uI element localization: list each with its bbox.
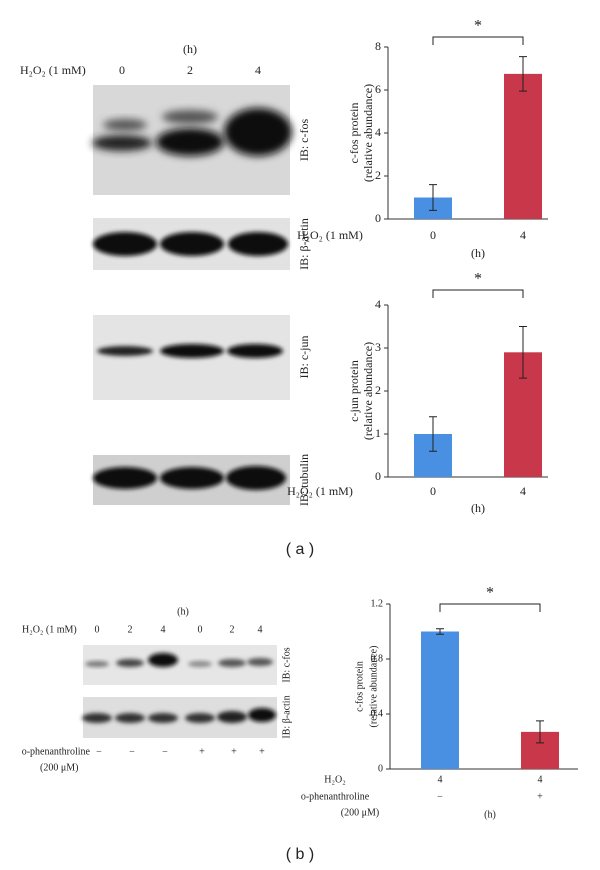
error-bar bbox=[429, 416, 437, 452]
inhibitor-sign: + bbox=[259, 746, 265, 757]
blot-label: IB: β-actin bbox=[297, 218, 311, 270]
inhibitor-sign: − bbox=[129, 746, 135, 757]
blot-b-cfos bbox=[83, 645, 277, 685]
y-tick-label: 2 bbox=[375, 168, 381, 182]
treatment-label: H₂O₂ (1 mM) bbox=[22, 624, 77, 635]
panel-label: ( b ) bbox=[286, 846, 314, 863]
y-tick-label: 0 bbox=[375, 211, 381, 225]
inhibitor-sign: + bbox=[231, 746, 237, 757]
error-bar bbox=[519, 56, 527, 92]
x-tick-label: 0 bbox=[430, 484, 436, 498]
y-tick-label: 3 bbox=[375, 340, 381, 354]
inhibitor-sign: − bbox=[96, 746, 102, 757]
x-row-label: H₂O₂ (1 mM) bbox=[287, 484, 353, 498]
lane-label: 2 bbox=[187, 63, 193, 77]
error-bar bbox=[436, 628, 444, 635]
significance: * bbox=[486, 585, 494, 602]
significance-bracket bbox=[432, 36, 524, 45]
lane-label: 0 bbox=[95, 624, 100, 635]
inhibitor-dose: (200 μM) bbox=[40, 762, 78, 773]
blot-label: IB: tubulin bbox=[297, 454, 311, 506]
error-bar bbox=[519, 326, 527, 379]
y-axis-title: (relative abundance) bbox=[361, 342, 375, 440]
x-unit: (h) bbox=[484, 809, 496, 820]
lane-label: 4 bbox=[255, 63, 261, 77]
y-tick-label: 1 bbox=[375, 426, 381, 440]
lane-label: 0 bbox=[119, 63, 125, 77]
y-axis-title: c-jun protein bbox=[347, 360, 361, 422]
bar bbox=[421, 631, 459, 769]
x-tick-label: 0 bbox=[430, 228, 436, 242]
y-axis-title: (relative abundance) bbox=[368, 646, 379, 728]
y-tick-label: 0 bbox=[375, 469, 381, 483]
y-tick-label: 0 bbox=[378, 763, 383, 774]
x-row-label: H₂O₂ (1 mM) bbox=[297, 228, 363, 242]
inhibitor-label: o-phenanthroline bbox=[22, 746, 91, 757]
panel-label: ( a ) bbox=[286, 541, 314, 558]
x-row-label: o-phenanthroline bbox=[301, 791, 370, 802]
x-row-note: (200 μM) bbox=[341, 807, 379, 818]
blot-tubulin bbox=[93, 455, 290, 505]
x-tick-label: − bbox=[437, 791, 443, 802]
time-unit: (h) bbox=[177, 606, 189, 617]
significance-bracket bbox=[432, 289, 524, 298]
blot-label: IB: c-jun bbox=[297, 336, 311, 379]
y-axis-title: (relative abundance) bbox=[361, 84, 375, 182]
blot-actin bbox=[93, 218, 290, 270]
blot-label: IB: β-actin bbox=[281, 695, 292, 738]
inhibitor-sign: + bbox=[199, 746, 205, 757]
lane-label: 2 bbox=[128, 624, 133, 635]
blot-label: IB: c-fos bbox=[281, 647, 292, 682]
lane-label: 2 bbox=[230, 624, 235, 635]
y-tick-label: 4 bbox=[375, 297, 381, 311]
x-tick-label: 4 bbox=[538, 774, 543, 785]
x-tick-label: 4 bbox=[520, 228, 526, 242]
error-bar bbox=[429, 184, 437, 211]
y-tick-label: 2 bbox=[375, 383, 381, 397]
y-tick-label: 4 bbox=[375, 125, 381, 139]
y-tick-label: 1.2 bbox=[371, 598, 384, 609]
treatment-label: H₂O₂ (1 mM) bbox=[20, 63, 86, 77]
lane-label: 0 bbox=[198, 624, 203, 635]
blot-cfos bbox=[92, 85, 292, 195]
inhibitor-sign: − bbox=[162, 746, 168, 757]
x-tick-label: 4 bbox=[438, 774, 443, 785]
y-tick-label: 0.4 bbox=[371, 708, 384, 719]
x-unit: (h) bbox=[471, 246, 485, 260]
x-tick-label: 4 bbox=[520, 484, 526, 498]
x-row-label: H₂O₂ bbox=[324, 774, 345, 785]
significance: * bbox=[474, 18, 482, 35]
y-axis-title: c-fos protein bbox=[347, 103, 361, 164]
significance-bracket bbox=[439, 603, 541, 612]
y-tick-label: 0.8 bbox=[371, 653, 384, 664]
x-unit: (h) bbox=[471, 501, 485, 515]
error-bar bbox=[536, 720, 544, 744]
y-tick-label: 8 bbox=[375, 39, 381, 53]
blot-cjun bbox=[93, 315, 290, 400]
time-unit: (h) bbox=[183, 42, 197, 56]
lane-label: 4 bbox=[161, 624, 166, 635]
x-tick-label: + bbox=[537, 791, 543, 802]
y-axis-title: c-fos protein bbox=[354, 661, 365, 712]
lane-label: 4 bbox=[258, 624, 263, 635]
blot-b-actin bbox=[82, 697, 277, 738]
blot-label: IB: c-fos bbox=[297, 119, 311, 162]
significance: * bbox=[474, 271, 482, 288]
y-tick-label: 6 bbox=[375, 82, 381, 96]
bar bbox=[504, 73, 542, 219]
